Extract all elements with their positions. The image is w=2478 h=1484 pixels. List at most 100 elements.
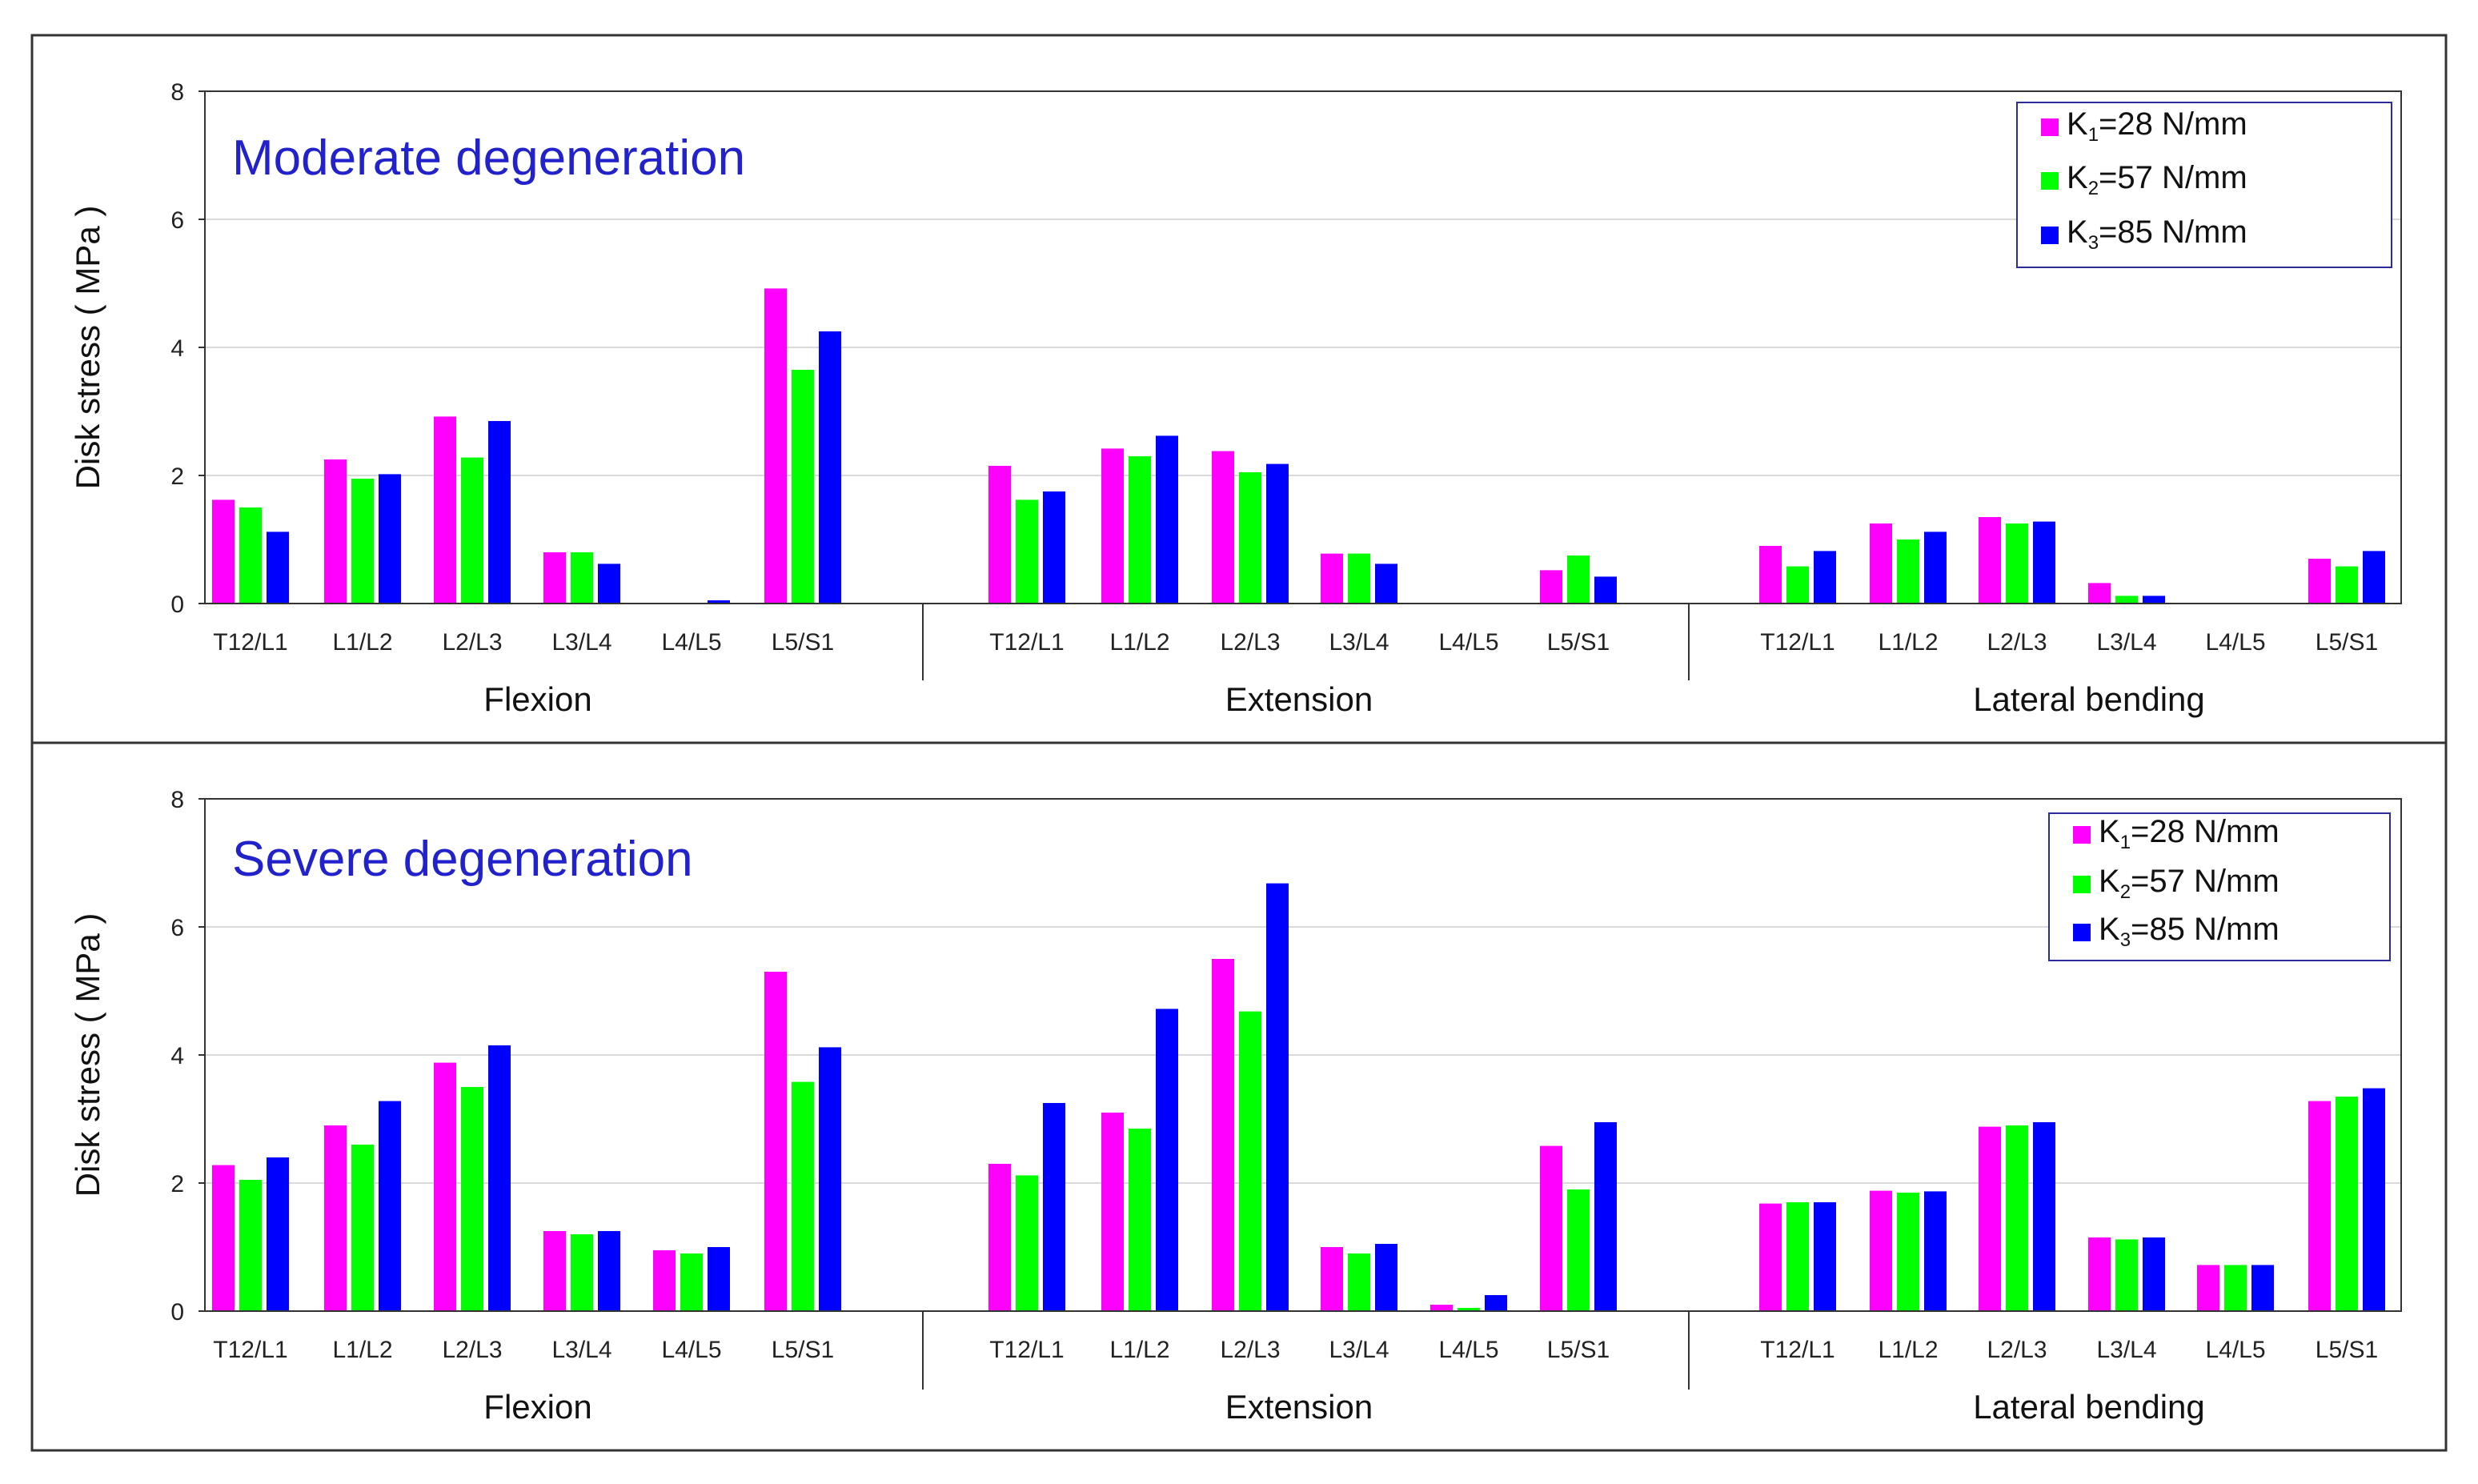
bar-k1-flexion-l1-l2 xyxy=(324,1125,347,1311)
legend-entry: K2=57 N/mm xyxy=(2099,864,2280,903)
x-tick-label: L1/L2 xyxy=(1109,1337,1169,1363)
bar-k1-flexion-l3-l4 xyxy=(543,1231,566,1311)
bar-k2-lateral-bending-l5-s1 xyxy=(2336,566,2358,604)
x-tick-label: L5/S1 xyxy=(2316,1337,2378,1363)
bar-k1-lateral-bending-l3-l4 xyxy=(2088,583,2111,604)
x-tick-label: L1/L2 xyxy=(1878,629,1938,656)
bar-k3-lateral-bending-l5-s1 xyxy=(2363,551,2385,604)
x-tick-label: L3/L4 xyxy=(551,1337,611,1363)
bar-k3-lateral-bending-t12-l1 xyxy=(1814,551,1836,604)
y-tick-label: 2 xyxy=(170,463,184,490)
bar-k2-flexion-l5-s1 xyxy=(792,1081,814,1311)
x-tick-label: L2/L3 xyxy=(1220,1337,1280,1363)
bar-k1-extension-l3-l4 xyxy=(1321,1247,1343,1311)
bar-k3-flexion-l3-l4 xyxy=(598,1231,620,1311)
x-tick-label: L2/L3 xyxy=(442,629,502,656)
bar-k3-lateral-bending-t12-l1 xyxy=(1814,1202,1836,1311)
bar-k3-lateral-bending-l1-l2 xyxy=(1924,1191,1947,1311)
bar-k1-lateral-bending-t12-l1 xyxy=(1759,546,1782,604)
bar-k2-flexion-l4-l5 xyxy=(680,1253,703,1311)
legend: K1=28 N/mm K2=57 N/mm K3=85 N/mm xyxy=(2016,102,2392,268)
x-tick-label: L2/L3 xyxy=(442,1337,502,1363)
x-tick-label: L5/S1 xyxy=(1547,629,1610,656)
y-tick-label: 6 xyxy=(170,915,184,941)
x-tick-label: L4/L5 xyxy=(1438,1337,1498,1363)
x-tick-label: L3/L4 xyxy=(2096,629,2156,656)
bar-k1-extension-t12-l1 xyxy=(988,466,1011,604)
bar-k1-lateral-bending-l1-l2 xyxy=(1870,1190,1892,1311)
bar-k1-flexion-t12-l1 xyxy=(212,499,235,604)
x-tick-label: L2/L3 xyxy=(1220,629,1280,656)
bar-k1-lateral-bending-l5-s1 xyxy=(2308,1101,2331,1311)
legend-entry-subscript: 2 xyxy=(2088,178,2099,199)
bar-k2-extension-t12-l1 xyxy=(1016,1175,1038,1311)
bar-k3-extension-l2-l3 xyxy=(1266,883,1289,1311)
legend-entry: K3=85 N/mm xyxy=(2067,215,2247,254)
group-label: Flexion xyxy=(483,680,591,718)
legend-entry: K1=28 N/mm xyxy=(2099,814,2280,853)
bar-k2-flexion-l1-l2 xyxy=(351,1145,374,1311)
bar-k2-flexion-l5-s1 xyxy=(792,370,814,604)
bar-k3-flexion-l5-s1 xyxy=(819,1047,841,1311)
bar-k3-extension-t12-l1 xyxy=(1043,1103,1065,1311)
bar-k2-extension-l5-s1 xyxy=(1567,1189,1590,1311)
bar-k2-lateral-bending-l4-l5 xyxy=(2224,1265,2247,1311)
x-tick-label: L3/L4 xyxy=(2096,1337,2156,1363)
bar-k3-lateral-bending-l2-l3 xyxy=(2033,1122,2055,1311)
bar-k3-extension-l3-l4 xyxy=(1375,1244,1397,1311)
legend-entry-rest: =57 N/mm xyxy=(2099,160,2247,195)
legend-entry-subscript: 2 xyxy=(2120,881,2131,903)
y-tick-label: 4 xyxy=(170,1043,184,1069)
legend-entry-base: K xyxy=(2067,215,2088,250)
bar-k2-extension-l1-l2 xyxy=(1129,456,1151,604)
bar-k3-extension-l1-l2 xyxy=(1156,435,1178,604)
bar-k1-flexion-l4-l5 xyxy=(653,1250,676,1311)
x-tick-label: L2/L3 xyxy=(1987,629,2047,656)
bar-k2-lateral-bending-l1-l2 xyxy=(1897,539,1919,604)
legend-entry-subscript: 3 xyxy=(2120,929,2131,951)
legend-box xyxy=(2048,812,2391,961)
x-tick-label: T12/L1 xyxy=(1760,1337,1834,1363)
group-label: Extension xyxy=(1225,1388,1373,1426)
bar-k3-extension-l3-l4 xyxy=(1375,564,1397,604)
x-tick-label: T12/L1 xyxy=(213,629,287,656)
group-label: Flexion xyxy=(483,1388,591,1426)
legend-entry: K1=28 N/mm xyxy=(2067,106,2247,146)
bar-k3-extension-l5-s1 xyxy=(1594,576,1617,604)
legend-swatch xyxy=(2041,118,2059,136)
bar-k1-flexion-l5-s1 xyxy=(764,288,787,604)
bar-k2-lateral-bending-l5-s1 xyxy=(2336,1097,2358,1311)
legend-swatch xyxy=(2041,172,2059,190)
bar-k2-extension-l3-l4 xyxy=(1348,1253,1370,1311)
bar-k2-lateral-bending-t12-l1 xyxy=(1786,1202,1809,1311)
legend-swatch xyxy=(2041,227,2059,244)
x-tick-label: T12/L1 xyxy=(989,629,1064,656)
legend-entry-rest: =28 N/mm xyxy=(2131,814,2280,849)
bar-k1-lateral-bending-t12-l1 xyxy=(1759,1203,1782,1311)
group-label: Lateral bending xyxy=(1973,680,2205,718)
legend-entry-subscript: 1 xyxy=(2088,124,2099,146)
bar-k3-flexion-l1-l2 xyxy=(379,1101,401,1311)
legend-entry-subscript: 3 xyxy=(2088,232,2099,254)
bar-k1-extension-l2-l3 xyxy=(1212,451,1234,604)
legend-entry-rest: =85 N/mm xyxy=(2131,912,2280,947)
bar-k2-extension-l2-l3 xyxy=(1239,472,1261,604)
bar-k3-extension-l5-s1 xyxy=(1594,1122,1617,1311)
bar-k1-extension-l1-l2 xyxy=(1101,1113,1124,1311)
bar-k3-extension-t12-l1 xyxy=(1043,491,1065,604)
bar-k2-flexion-t12-l1 xyxy=(239,507,262,604)
bar-k1-lateral-bending-l4-l5 xyxy=(2197,1265,2219,1311)
x-tick-label: L2/L3 xyxy=(1987,1337,2047,1363)
legend-entry-base: K xyxy=(2099,912,2120,947)
x-tick-label: T12/L1 xyxy=(213,1337,287,1363)
bar-k3-lateral-bending-l3-l4 xyxy=(2143,1237,2165,1311)
x-tick-label: L5/S1 xyxy=(1547,1337,1610,1363)
bar-k2-flexion-l3-l4 xyxy=(571,1234,593,1311)
bar-k2-extension-l5-s1 xyxy=(1567,555,1590,604)
bar-k1-flexion-l2-l3 xyxy=(434,416,456,604)
x-tick-label: L3/L4 xyxy=(1329,629,1389,656)
x-tick-label: L5/S1 xyxy=(772,1337,834,1363)
bar-k3-lateral-bending-l3-l4 xyxy=(2143,596,2165,604)
x-tick-label: L4/L5 xyxy=(2205,629,2265,656)
